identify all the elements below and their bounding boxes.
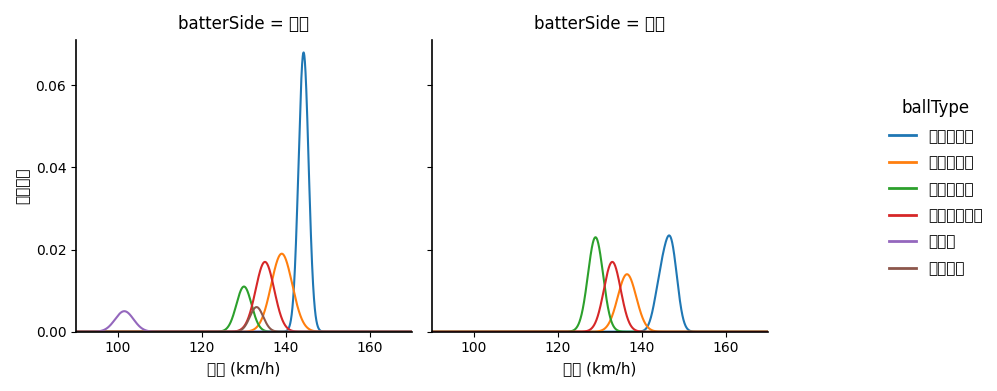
Legend: ストレート, ツーシーム, スライダー, カットボール, カーブ, フォーク: ストレート, ツーシーム, スライダー, カットボール, カーブ, フォーク (882, 93, 989, 282)
X-axis label: 球速 (km/h): 球速 (km/h) (563, 361, 636, 376)
Title: batterSide = 左打: batterSide = 左打 (534, 15, 665, 33)
X-axis label: 球速 (km/h): 球速 (km/h) (207, 361, 280, 376)
Y-axis label: 確率密度: 確率密度 (15, 168, 30, 204)
Title: batterSide = 右打: batterSide = 右打 (178, 15, 309, 33)
